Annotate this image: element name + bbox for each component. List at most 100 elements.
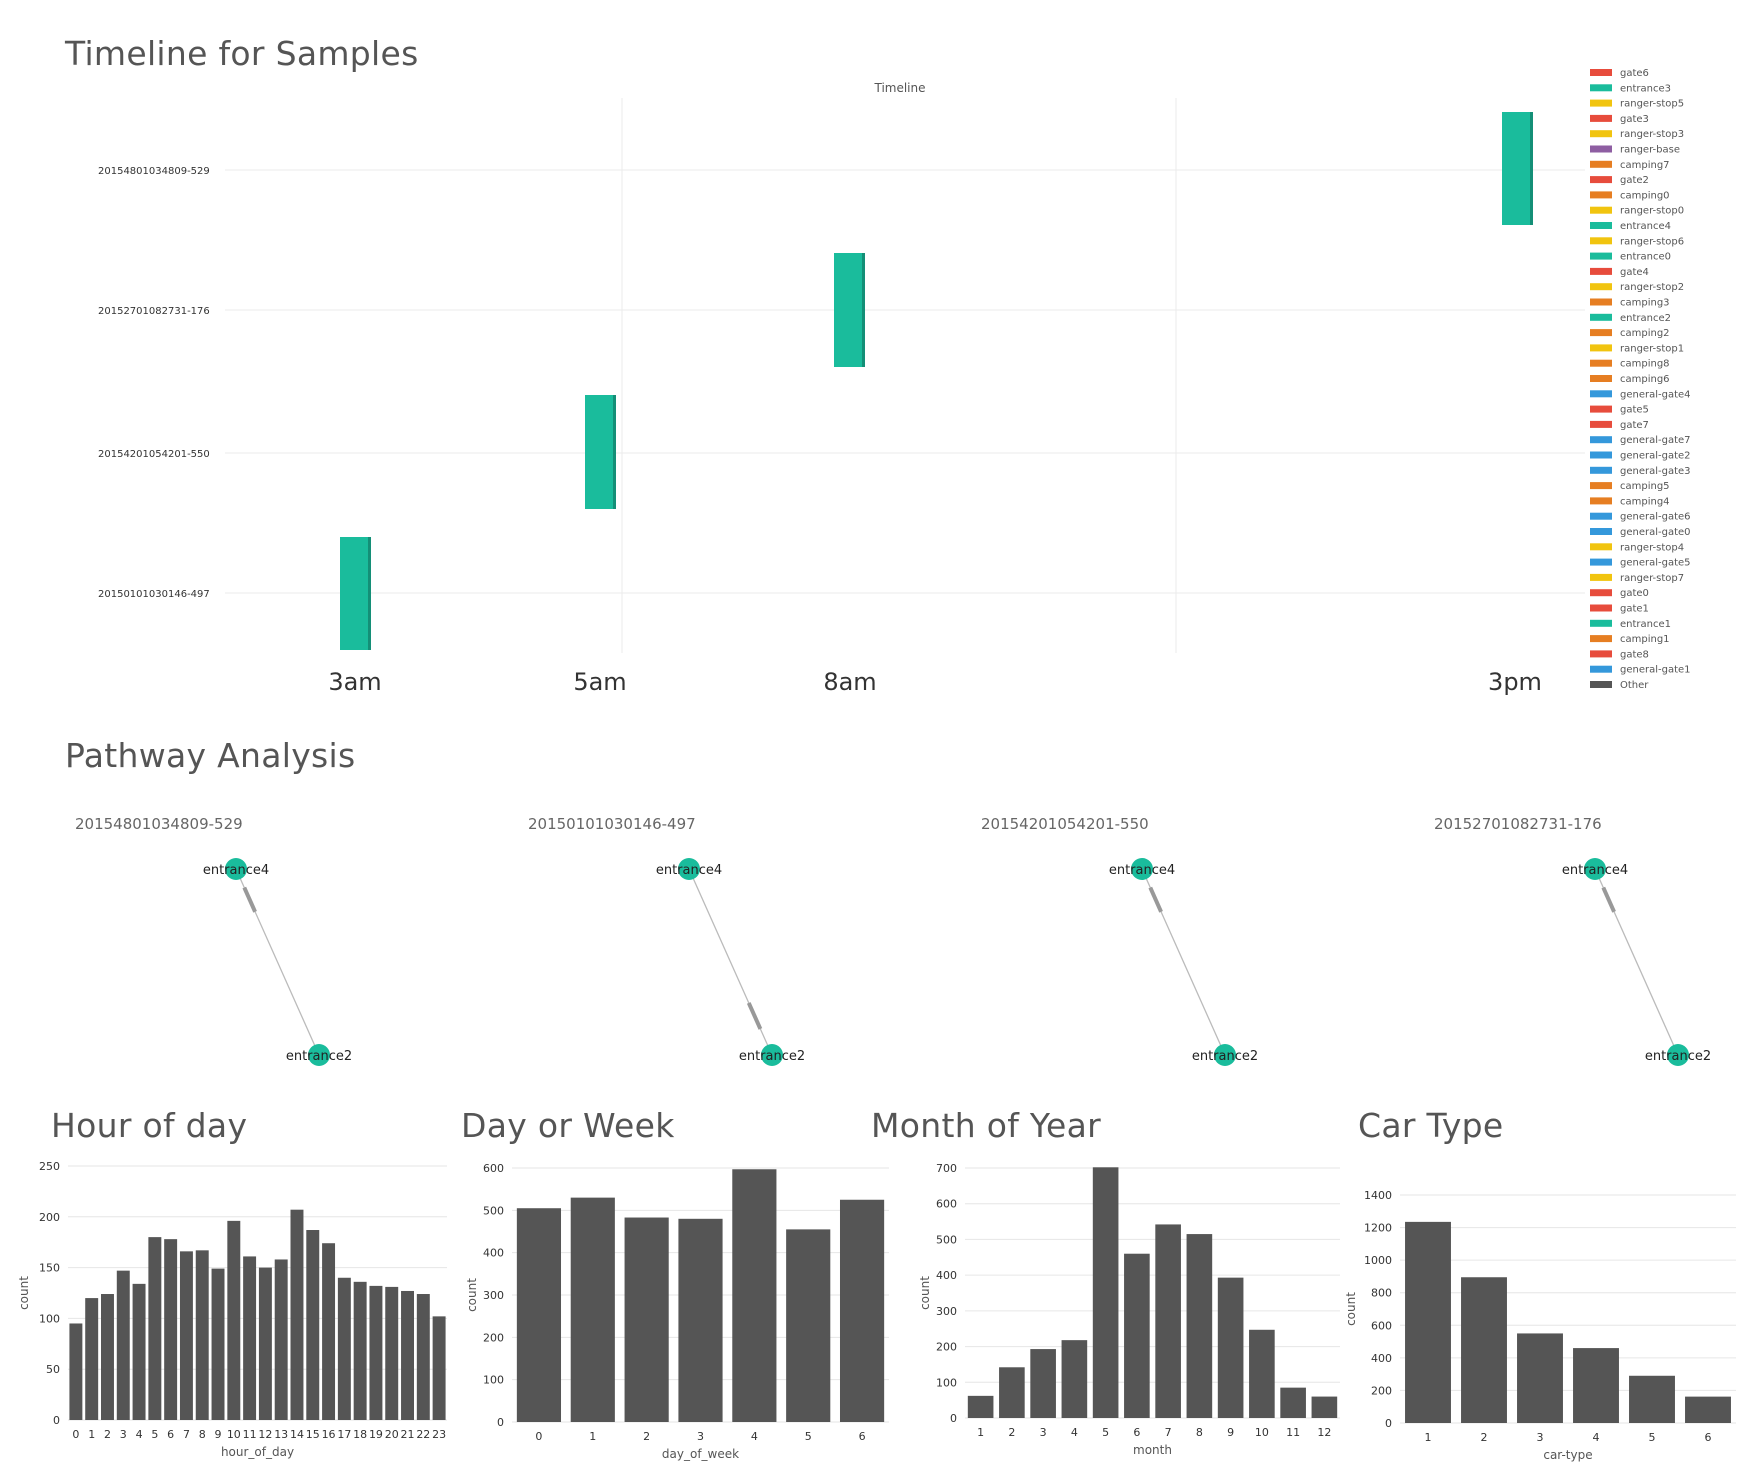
x-tick-label: 7 <box>1165 1426 1172 1439</box>
legend-swatch <box>1590 237 1612 245</box>
y-tick-label: 500 <box>483 1204 504 1217</box>
bar <box>1629 1375 1675 1423</box>
x-tick-label: 14 <box>290 1428 304 1441</box>
y-tick-label: 150 <box>39 1262 60 1275</box>
legend-swatch <box>1590 359 1612 367</box>
legend-entry: ranger-stop5 <box>1620 99 1684 110</box>
bar <box>1280 1387 1306 1418</box>
bar <box>164 1239 178 1420</box>
x-tick-label: 11 <box>1286 1426 1300 1439</box>
timeline-tick-label: 3pm <box>1488 668 1542 696</box>
x-tick-label: 2 <box>1008 1426 1015 1439</box>
legend-entry: ranger-stop1 <box>1620 343 1684 354</box>
bar <box>258 1267 272 1420</box>
pathway-node-label: entrance4 <box>1109 863 1175 878</box>
legend-entry: ranger-base <box>1620 145 1680 156</box>
legend-entry: camping8 <box>1620 359 1670 370</box>
legend-swatch <box>1590 145 1612 153</box>
bar <box>132 1283 146 1420</box>
x-tick-label: 0 <box>535 1430 542 1443</box>
x-tick-label: 12 <box>258 1428 272 1441</box>
x-axis-label: month <box>1133 1443 1172 1457</box>
pathway-edge-arrow <box>746 1002 763 1030</box>
car-type-chart: 0 200 400 600 800 1000 1200 1400 1 2 3 4 5 6 car-type c… <box>1344 1189 1736 1462</box>
day-of-week-chart: 0 100 200 300 400 500 600 0 1 2 3 4 5 6 day_of_week cou… <box>465 1162 889 1461</box>
pathway-edge-arrow <box>1148 886 1163 913</box>
y-tick-label: 1000 <box>1364 1254 1392 1267</box>
y-tick-label: 400 <box>936 1269 957 1282</box>
bar <box>570 1197 615 1422</box>
bar <box>227 1220 241 1420</box>
pathway-node <box>761 1044 783 1066</box>
x-tick-label: 9 <box>1227 1426 1234 1439</box>
bar <box>416 1294 430 1420</box>
legend-entry: general-gate6 <box>1620 512 1691 523</box>
legend-swatch <box>1590 573 1612 581</box>
timeline-chart: Timeline 20154801034809-529 20152701082731… <box>98 68 1691 696</box>
legend-swatch <box>1590 635 1612 643</box>
x-tick-label: 15 <box>306 1428 320 1441</box>
legend-swatch <box>1590 191 1612 199</box>
pathway-section-title: Pathway Analysis <box>65 736 356 775</box>
x-tick-label: 6 <box>859 1430 866 1443</box>
legend-swatch <box>1590 665 1612 673</box>
pathway-node-label: entrance4 <box>656 863 722 878</box>
timeline-tick-label: 8am <box>823 668 876 696</box>
y-tick-label: 200 <box>39 1211 60 1224</box>
y-tick-label: 400 <box>1371 1352 1392 1365</box>
pathway-edge-arrow <box>242 886 257 913</box>
pathway-graph-title: 20150101030146-497 <box>528 815 696 833</box>
x-tick-label: 2 <box>643 1430 650 1443</box>
timeline-event-bar-edge <box>1530 112 1533 225</box>
y-tick-label: 500 <box>936 1233 957 1246</box>
x-tick-label: 23 <box>432 1428 446 1441</box>
bar <box>85 1298 99 1420</box>
bar <box>195 1250 209 1420</box>
legend-entry: camping0 <box>1620 190 1670 201</box>
y-axis-label: count <box>918 1276 932 1310</box>
x-tick-label: 8 <box>1196 1426 1203 1439</box>
x-tick-label: 5 <box>805 1430 812 1443</box>
x-tick-label: 10 <box>1255 1426 1269 1439</box>
legend-swatch <box>1590 344 1612 352</box>
pathway-node-label: entrance2 <box>1645 1049 1711 1064</box>
x-tick-label: 19 <box>369 1428 383 1441</box>
y-axis-label: count <box>465 1278 479 1312</box>
legend-entry: Other <box>1620 680 1649 691</box>
x-tick-label: 16 <box>322 1428 336 1441</box>
pathway-node <box>1131 858 1153 880</box>
bar <box>69 1323 83 1420</box>
y-tick-label: 1200 <box>1364 1222 1392 1235</box>
x-tick-label: 22 <box>416 1428 430 1441</box>
legend-entry: general-gate4 <box>1620 389 1691 400</box>
legend-entry: gate0 <box>1620 588 1649 599</box>
timeline-event-bar-edge <box>368 537 371 650</box>
bar <box>1124 1253 1150 1418</box>
x-tick-label: 13 <box>274 1428 288 1441</box>
x-axis-label: car-type <box>1543 1448 1592 1462</box>
bar <box>1030 1349 1056 1418</box>
timeline-row-label: 20150101030146-497 <box>98 589 210 600</box>
bar <box>1573 1348 1619 1423</box>
bar <box>1092 1167 1119 1418</box>
legend-entry: ranger-stop7 <box>1620 573 1684 584</box>
bar <box>1517 1333 1563 1423</box>
pathway-node-label: entrance4 <box>1562 863 1628 878</box>
bar <box>101 1294 114 1420</box>
legend-swatch <box>1590 466 1612 474</box>
x-tick-label: 9 <box>215 1428 222 1441</box>
y-axis-label: count <box>1344 1292 1358 1326</box>
legend-swatch <box>1590 528 1612 535</box>
legend-swatch <box>1590 252 1612 260</box>
x-tick-label: 6 <box>1705 1431 1712 1444</box>
timeline-event-bar <box>1502 112 1533 225</box>
y-tick-label: 0 <box>53 1414 60 1427</box>
y-tick-label: 0 <box>1385 1417 1392 1430</box>
x-axis-label: hour_of_day <box>221 1445 294 1459</box>
x-tick-label: 21 <box>401 1428 415 1441</box>
legend-swatch <box>1590 543 1612 551</box>
bar <box>148 1237 162 1420</box>
bar <box>243 1256 257 1420</box>
